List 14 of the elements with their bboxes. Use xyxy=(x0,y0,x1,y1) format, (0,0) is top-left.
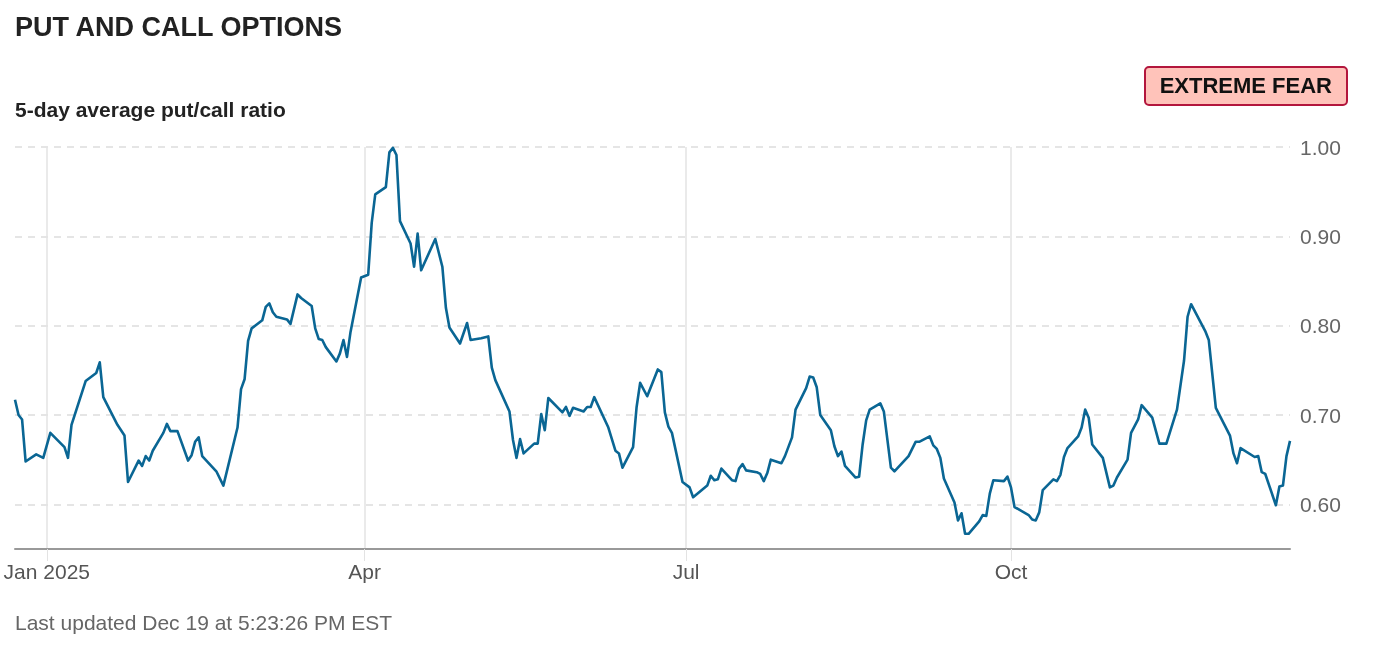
line-series xyxy=(13,146,1292,536)
y-tick-label: 0.80 xyxy=(1300,314,1341,338)
text: Last updated Dec 19 at 5:23:26 PM EST xyxy=(15,611,393,635)
chart-subtitle: 5-day average put/call ratio xyxy=(15,98,286,122)
y-tick-label: 0.70 xyxy=(1300,403,1341,427)
x-tick-label: Jul xyxy=(672,560,700,583)
x-tick-label: Oct xyxy=(994,560,1028,583)
y-tick-label: 1.00 xyxy=(1300,135,1341,159)
chart-title: PUT AND CALL OPTIONS xyxy=(15,12,343,43)
y-tick-label: 0.90 xyxy=(1300,224,1341,248)
text: EXTREME FEAR xyxy=(1143,66,1348,106)
x-tick-label: Apr xyxy=(348,560,381,583)
x-tick-label: Jan 2025 xyxy=(3,560,90,583)
y-tick-label: 0.60 xyxy=(1300,492,1341,516)
